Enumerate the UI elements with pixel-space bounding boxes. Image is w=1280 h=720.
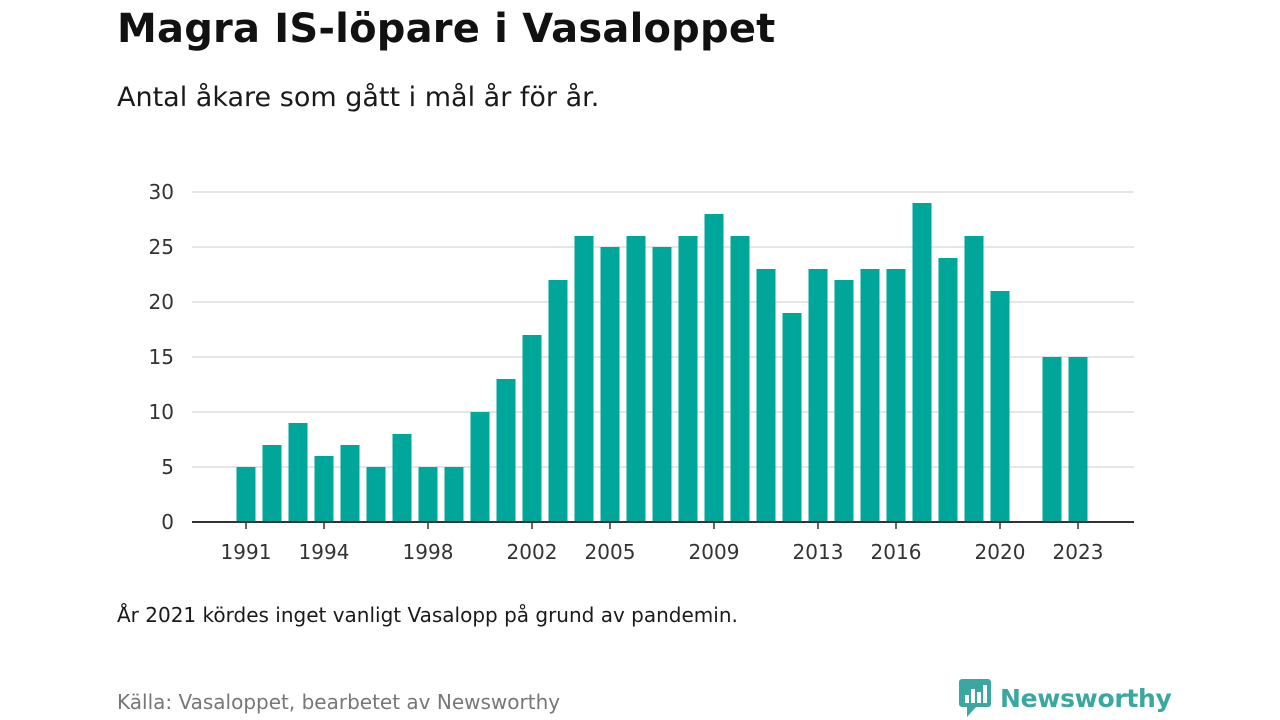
bar — [314, 456, 334, 522]
x-tick-label: 1998 — [403, 540, 454, 564]
y-tick-label: 15 — [149, 345, 174, 369]
y-axis-ticks: 0 5 10 15 20 25 30 — [149, 180, 174, 534]
bar — [808, 269, 828, 522]
y-tick-label: 25 — [149, 235, 174, 259]
x-tick-label: 2009 — [689, 540, 740, 564]
y-tick-label: 0 — [161, 510, 174, 534]
bar — [574, 236, 594, 522]
x-tick-label: 2016 — [871, 540, 922, 564]
chart-note: År 2021 kördes inget vanligt Vasalopp på… — [117, 603, 738, 627]
bar — [418, 467, 438, 522]
bar — [340, 445, 360, 522]
bar — [990, 291, 1010, 522]
brand-name: Newsworthy — [1000, 683, 1172, 713]
y-tick-label: 30 — [149, 180, 174, 204]
bar — [938, 258, 958, 522]
bar — [444, 467, 464, 522]
bar — [1068, 357, 1088, 522]
x-tick-label: 2005 — [585, 540, 636, 564]
bar — [548, 280, 568, 522]
bar — [470, 412, 490, 522]
chart-title: Magra IS-löpare i Vasaloppet — [117, 6, 776, 52]
bar — [496, 379, 516, 522]
bar — [678, 236, 698, 522]
x-tick-label: 2002 — [507, 540, 558, 564]
bar — [626, 236, 646, 522]
bar — [886, 269, 906, 522]
bar — [652, 247, 672, 522]
bar — [704, 214, 724, 522]
bar — [522, 335, 542, 522]
bar — [782, 313, 802, 522]
x-tick-label: 1991 — [221, 540, 272, 564]
x-axis-ticks: 1991 1994 1998 2002 2005 2009 2013 2016 2020 2023 — [221, 522, 1104, 564]
bars — [236, 203, 1088, 522]
bar — [262, 445, 282, 522]
bar — [366, 467, 386, 522]
y-tick-label: 5 — [161, 455, 174, 479]
x-tick-label: 1994 — [299, 540, 350, 564]
x-tick-label: 2020 — [975, 540, 1026, 564]
y-tick-label: 20 — [149, 290, 174, 314]
bar — [1042, 357, 1062, 522]
bar — [288, 423, 308, 522]
bar — [236, 467, 256, 522]
newsworthy-logo[interactable]: Newsworthy — [958, 678, 1172, 718]
bar — [912, 203, 932, 522]
bar — [834, 280, 854, 522]
bar-chart-speech-bubble-icon — [959, 679, 991, 717]
chart-subtitle: Antal åkare som gått i mål år för år. — [117, 82, 600, 113]
bar — [730, 236, 750, 522]
bar — [860, 269, 880, 522]
y-tick-label: 10 — [149, 400, 174, 424]
bar-chart: 0 5 10 15 20 25 30 1991 1994 1998 2002 2005 2009 201… — [149, 180, 1134, 564]
bar — [600, 247, 620, 522]
x-tick-label: 2023 — [1053, 540, 1104, 564]
bar — [964, 236, 984, 522]
bar — [392, 434, 412, 522]
bar — [756, 269, 776, 522]
source-text: Källa: Vasaloppet, bearbetet av Newswort… — [117, 690, 561, 714]
x-tick-label: 2013 — [793, 540, 844, 564]
